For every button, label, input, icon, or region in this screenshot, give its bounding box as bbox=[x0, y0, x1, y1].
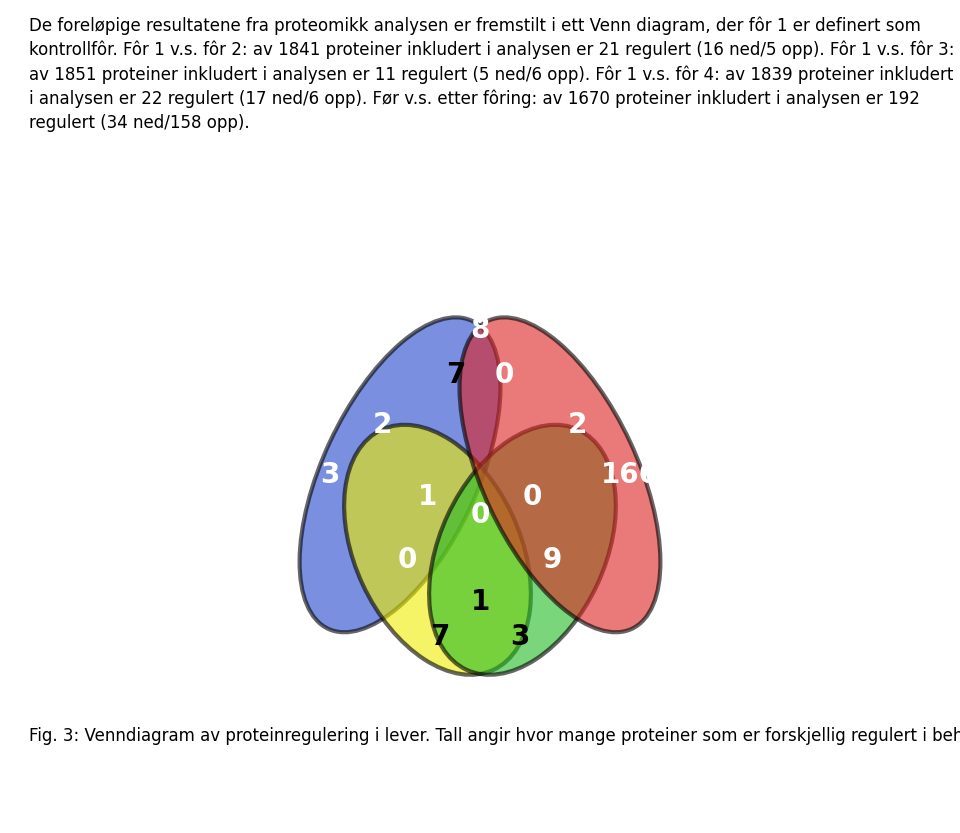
Text: 7: 7 bbox=[446, 361, 466, 389]
Text: 2: 2 bbox=[372, 411, 393, 439]
Ellipse shape bbox=[344, 425, 531, 675]
Text: 166: 166 bbox=[601, 461, 659, 489]
Text: 8: 8 bbox=[470, 316, 490, 344]
Text: 0: 0 bbox=[523, 483, 542, 511]
Ellipse shape bbox=[460, 317, 660, 632]
Text: Fig. 3: Venndiagram av proteinregulering i lever. Tall angir hvor mange proteine: Fig. 3: Venndiagram av proteinregulering… bbox=[29, 725, 960, 745]
Ellipse shape bbox=[429, 425, 616, 675]
Text: 2: 2 bbox=[567, 411, 588, 439]
Text: 0: 0 bbox=[494, 361, 514, 389]
Text: De foreløpige resultatene fra proteomikk analysen er fremstilt i ett Venn diagra: De foreløpige resultatene fra proteomikk… bbox=[29, 17, 954, 132]
Text: 1: 1 bbox=[470, 588, 490, 616]
Text: 1: 1 bbox=[418, 483, 437, 511]
Text: 0: 0 bbox=[397, 546, 418, 574]
Text: 0: 0 bbox=[470, 501, 490, 529]
Text: 9: 9 bbox=[542, 546, 563, 574]
Text: 3: 3 bbox=[321, 461, 340, 489]
Text: 7: 7 bbox=[430, 623, 449, 651]
Ellipse shape bbox=[300, 317, 500, 632]
Text: 3: 3 bbox=[511, 623, 530, 651]
